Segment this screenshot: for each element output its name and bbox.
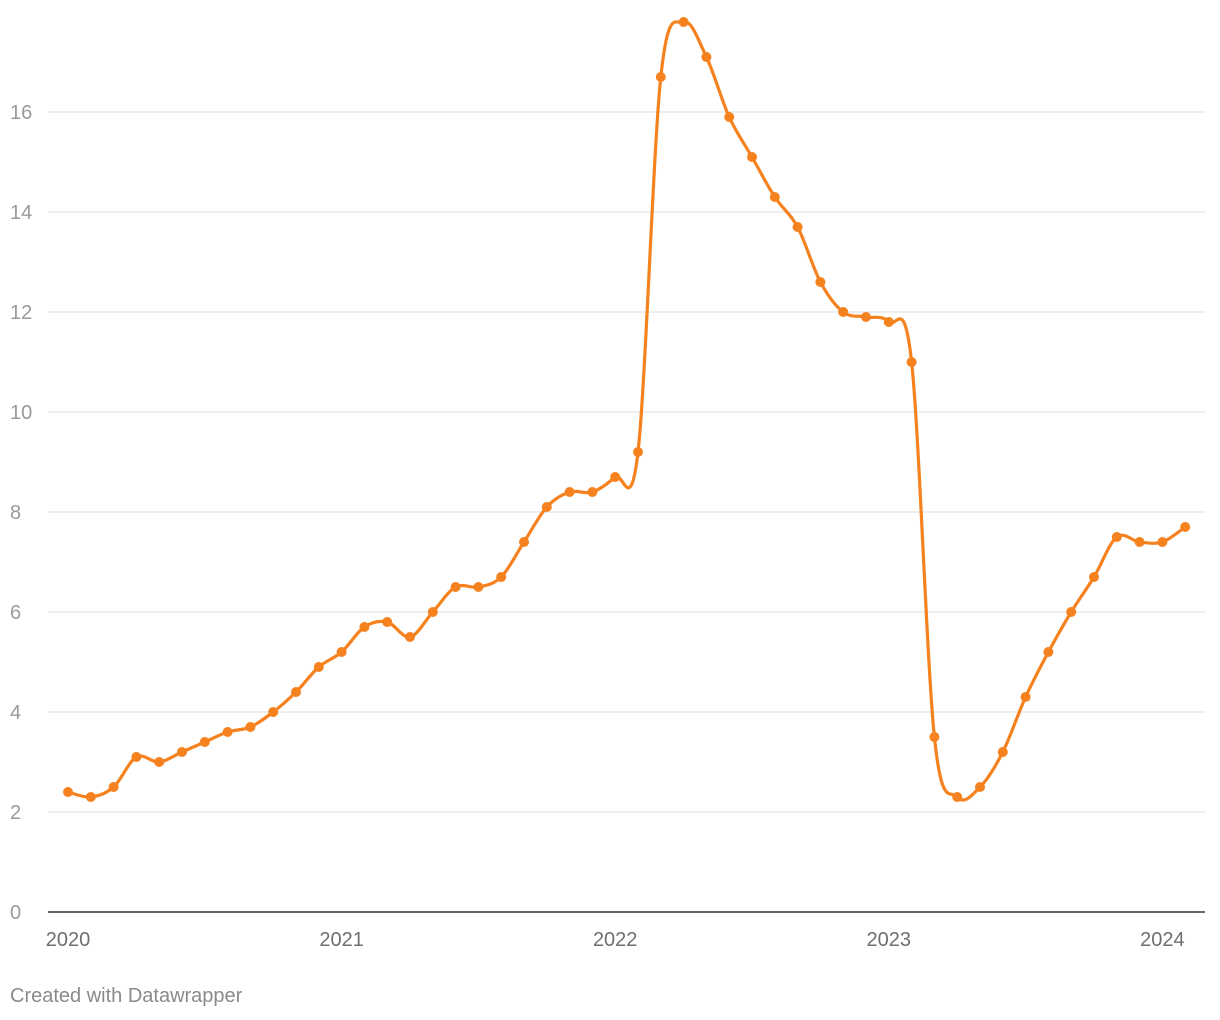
line-chart: 0 2 4 6 8 10 12 14 16 2020 2021 2022 2023 2024 [10,17,1205,951]
data-point-2023-06 [997,747,1008,757]
data-point-2021-02 [359,622,370,632]
data-point-2022-07 [747,152,757,162]
data-point-2023-05 [975,782,985,792]
data-point-2020-07 [199,737,210,747]
data-point-2021-11 [564,487,575,497]
data-point-2020-03 [108,782,119,792]
data-point-2022-08 [769,192,780,202]
data-point-2021-07 [473,582,484,592]
gridlines [48,111,1205,813]
data-point-2020-02 [85,792,96,802]
data-point-2022-12 [861,312,871,322]
series-line-0 [66,20,1187,802]
data-point-2021-09 [519,537,529,547]
y-tick-label-8: 8 [10,502,21,524]
data-point-2021-08 [496,572,507,582]
data-point-2020-11 [291,687,301,697]
data-point-2022-11 [838,307,849,317]
data-point-2023-09 [1066,607,1077,617]
x-tick-label-2020: 2020 [46,929,91,951]
y-tick-label-2: 2 [10,802,21,824]
y-tick-label-6: 6 [10,602,21,624]
data-point-2022-02 [633,447,643,457]
data-point-2021-06 [450,582,461,592]
data-point-2020-01 [63,787,73,797]
data-point-2020-12 [313,662,324,672]
y-axis: 0 2 4 6 8 10 12 14 16 [10,102,32,924]
data-point-2021-10 [541,502,552,512]
x-axis: 2020 2021 2022 2023 2024 [46,911,1205,951]
data-point-2023-01 [883,317,894,327]
data-point-2023-12 [1134,537,1145,547]
data-point-2023-03 [929,732,940,742]
data-point-2023-10 [1089,572,1099,582]
data-point-2021-05 [427,607,438,617]
y-tick-label-12: 12 [10,302,32,324]
data-point-2022-01 [610,472,621,482]
data-point-2022-09 [792,222,803,232]
x-tick-label-2024: 2024 [1140,929,1185,951]
data-point-2023-08 [1043,647,1054,657]
x-tick-label-2023: 2023 [867,929,912,951]
data-point-2020-06 [177,747,187,757]
y-tick-label-16: 16 [10,102,32,124]
data-point-2023-07 [1020,692,1031,702]
series-layer [66,20,1187,802]
y-tick-label-10: 10 [10,402,32,424]
data-point-2020-04 [131,752,142,762]
data-point-2022-06 [724,112,735,122]
y-tick-label-0: 0 [10,902,21,924]
data-point-2020-08 [222,727,233,737]
data-point-2022-05 [701,52,712,62]
data-point-2022-10 [815,277,826,287]
data-point-2023-04 [952,792,963,802]
data-point-2022-04 [678,17,689,27]
y-tick-label-14: 14 [10,202,32,224]
y-tick-label-4: 4 [10,702,21,724]
data-point-2021-03 [382,617,393,627]
data-point-2021-12 [587,487,598,497]
data-points [63,17,1191,802]
data-point-2020-05 [154,757,165,767]
x-tick-label-2022: 2022 [593,929,638,951]
footer-credit: Created with Datawrapper [10,985,243,1007]
data-point-2024-02 [1180,522,1191,532]
data-point-2020-10 [268,707,279,717]
data-point-2022-03 [655,72,666,82]
data-point-2021-01 [336,647,347,657]
data-point-2021-04 [405,632,415,642]
data-point-2023-02 [906,357,917,367]
data-point-2020-09 [245,722,256,732]
data-point-2023-11 [1111,532,1122,542]
data-point-2024-01 [1157,537,1168,547]
x-tick-label-2021: 2021 [319,929,364,951]
